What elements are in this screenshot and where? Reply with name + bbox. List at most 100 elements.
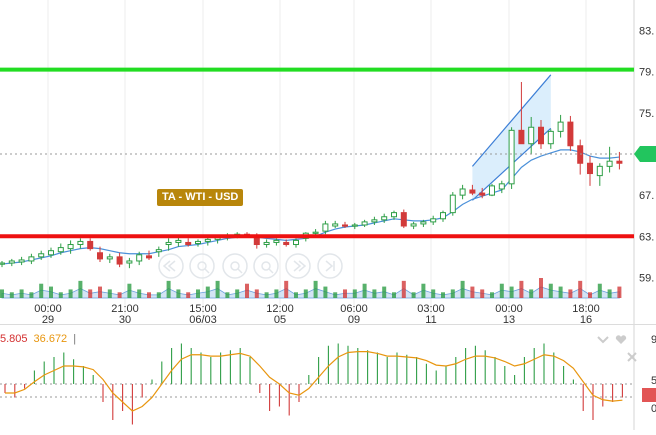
volume-bar bbox=[617, 286, 622, 298]
volume-bar bbox=[284, 280, 289, 298]
nav-button-glyph bbox=[325, 260, 335, 272]
price-axis-label: 59. bbox=[639, 272, 654, 284]
volume-bar bbox=[431, 289, 436, 298]
candle-body bbox=[146, 255, 152, 259]
zoom-reset-icon[interactable] bbox=[222, 253, 248, 279]
zoom-out-icon[interactable] bbox=[189, 253, 215, 279]
volume-bar bbox=[29, 292, 34, 298]
candle-body bbox=[400, 212, 407, 227]
volume-bar bbox=[313, 280, 318, 298]
volume-bar bbox=[0, 289, 4, 298]
candle-body bbox=[528, 126, 535, 145]
time-axis-date-label: 11 bbox=[425, 314, 436, 326]
pane-close-icon[interactable] bbox=[627, 352, 637, 362]
oscillator-pane-controls bbox=[597, 335, 637, 362]
volume-bar bbox=[352, 289, 357, 298]
time-axis-time-label: 06:00 bbox=[340, 303, 368, 315]
grid bbox=[47, 0, 587, 325]
pane-settings-icon[interactable] bbox=[597, 336, 609, 344]
volume-bar bbox=[568, 289, 573, 298]
zoom-in-icon[interactable] bbox=[253, 253, 279, 279]
scroll-end-icon[interactable] bbox=[317, 253, 343, 279]
volume-bar bbox=[156, 292, 161, 298]
volume-bar bbox=[519, 280, 524, 298]
volume-bar bbox=[343, 289, 347, 298]
candle-body bbox=[606, 160, 613, 167]
horizontal-lines[interactable] bbox=[0, 67, 634, 239]
volume-bar bbox=[49, 286, 53, 298]
time-axis-date-label: 05 bbox=[274, 314, 286, 326]
candle-body bbox=[498, 183, 505, 190]
volume-bar bbox=[166, 280, 171, 298]
pane-heart-icon[interactable] bbox=[615, 335, 627, 344]
volume-bar bbox=[225, 292, 230, 298]
oscillator-separator: | bbox=[73, 333, 77, 345]
candle-body bbox=[518, 129, 525, 145]
candlesticks bbox=[0, 82, 623, 269]
volume-bar bbox=[254, 289, 259, 298]
candle-body bbox=[77, 240, 84, 246]
volume-bar bbox=[392, 292, 396, 298]
volume-bar bbox=[450, 289, 455, 298]
nav-button-ring bbox=[285, 253, 311, 279]
volume-bar bbox=[176, 289, 181, 298]
volume-bar bbox=[9, 292, 14, 298]
volume-bar bbox=[264, 292, 269, 298]
candle-body bbox=[106, 256, 113, 260]
time-axis-time-label: 03:00 bbox=[417, 303, 445, 315]
price-axis-label: 75. bbox=[639, 108, 654, 120]
nav-button-ring bbox=[222, 253, 248, 279]
nav-button-glyph bbox=[162, 260, 176, 272]
oscillator-axis-label-mid: 5 bbox=[651, 375, 656, 387]
instrument-badge[interactable]: TA - WTI - USD bbox=[157, 189, 244, 206]
volume-bar bbox=[548, 283, 553, 298]
oscillator-axis-label-top: 9 bbox=[651, 334, 656, 346]
time-axis-date-label: 09 bbox=[348, 314, 360, 326]
volume-bar bbox=[588, 292, 592, 298]
oscillator-line bbox=[5, 351, 623, 412]
candle-body bbox=[489, 185, 495, 196]
nav-button-ring bbox=[158, 253, 184, 279]
candle-body bbox=[195, 240, 201, 244]
channel-upper-line[interactable] bbox=[471, 74, 552, 167]
fast-forward-icon[interactable] bbox=[285, 253, 311, 279]
volume-bar bbox=[499, 283, 504, 298]
candle-body bbox=[126, 260, 133, 264]
candle-body bbox=[18, 259, 25, 263]
volume-bar bbox=[480, 289, 485, 298]
volume-bar bbox=[401, 280, 406, 298]
price-axis-label: 83. bbox=[639, 26, 654, 38]
time-axis-date-label: 13 bbox=[503, 314, 515, 326]
time-axis-time-label: 00:00 bbox=[495, 303, 523, 315]
candle-body bbox=[97, 252, 103, 260]
volume-bar bbox=[147, 292, 151, 298]
volume-bar bbox=[607, 289, 612, 298]
candle-body bbox=[430, 218, 437, 223]
time-axis: 00:002921:003015:0006/0312:000506:000903… bbox=[34, 303, 600, 326]
volume-bar bbox=[421, 283, 426, 298]
oscillator-pane bbox=[0, 343, 634, 425]
candle-body bbox=[273, 239, 280, 243]
volume-bar bbox=[19, 289, 24, 298]
oscillator-values: 5.805 36.672 | bbox=[0, 333, 76, 345]
rewind-icon[interactable] bbox=[158, 253, 184, 279]
current-price-flag bbox=[634, 146, 656, 162]
candle-body bbox=[449, 194, 456, 214]
oscillator-value-flag bbox=[642, 388, 656, 402]
pane-settings-glyph bbox=[597, 336, 609, 344]
candle-body bbox=[175, 239, 182, 243]
candle-body bbox=[322, 223, 329, 232]
current-price-marker bbox=[634, 146, 656, 402]
volume-bar bbox=[539, 278, 543, 298]
volume-bar bbox=[196, 289, 200, 298]
volume-bar bbox=[88, 289, 93, 298]
candle-body bbox=[538, 126, 544, 145]
volume-bar bbox=[205, 286, 210, 298]
time-axis-time-label: 00:00 bbox=[34, 303, 62, 315]
candle-body bbox=[479, 192, 486, 196]
candle-body bbox=[391, 212, 397, 218]
nav-button-ring bbox=[189, 253, 215, 279]
candle-body bbox=[48, 250, 54, 256]
candle-body bbox=[371, 219, 378, 223]
